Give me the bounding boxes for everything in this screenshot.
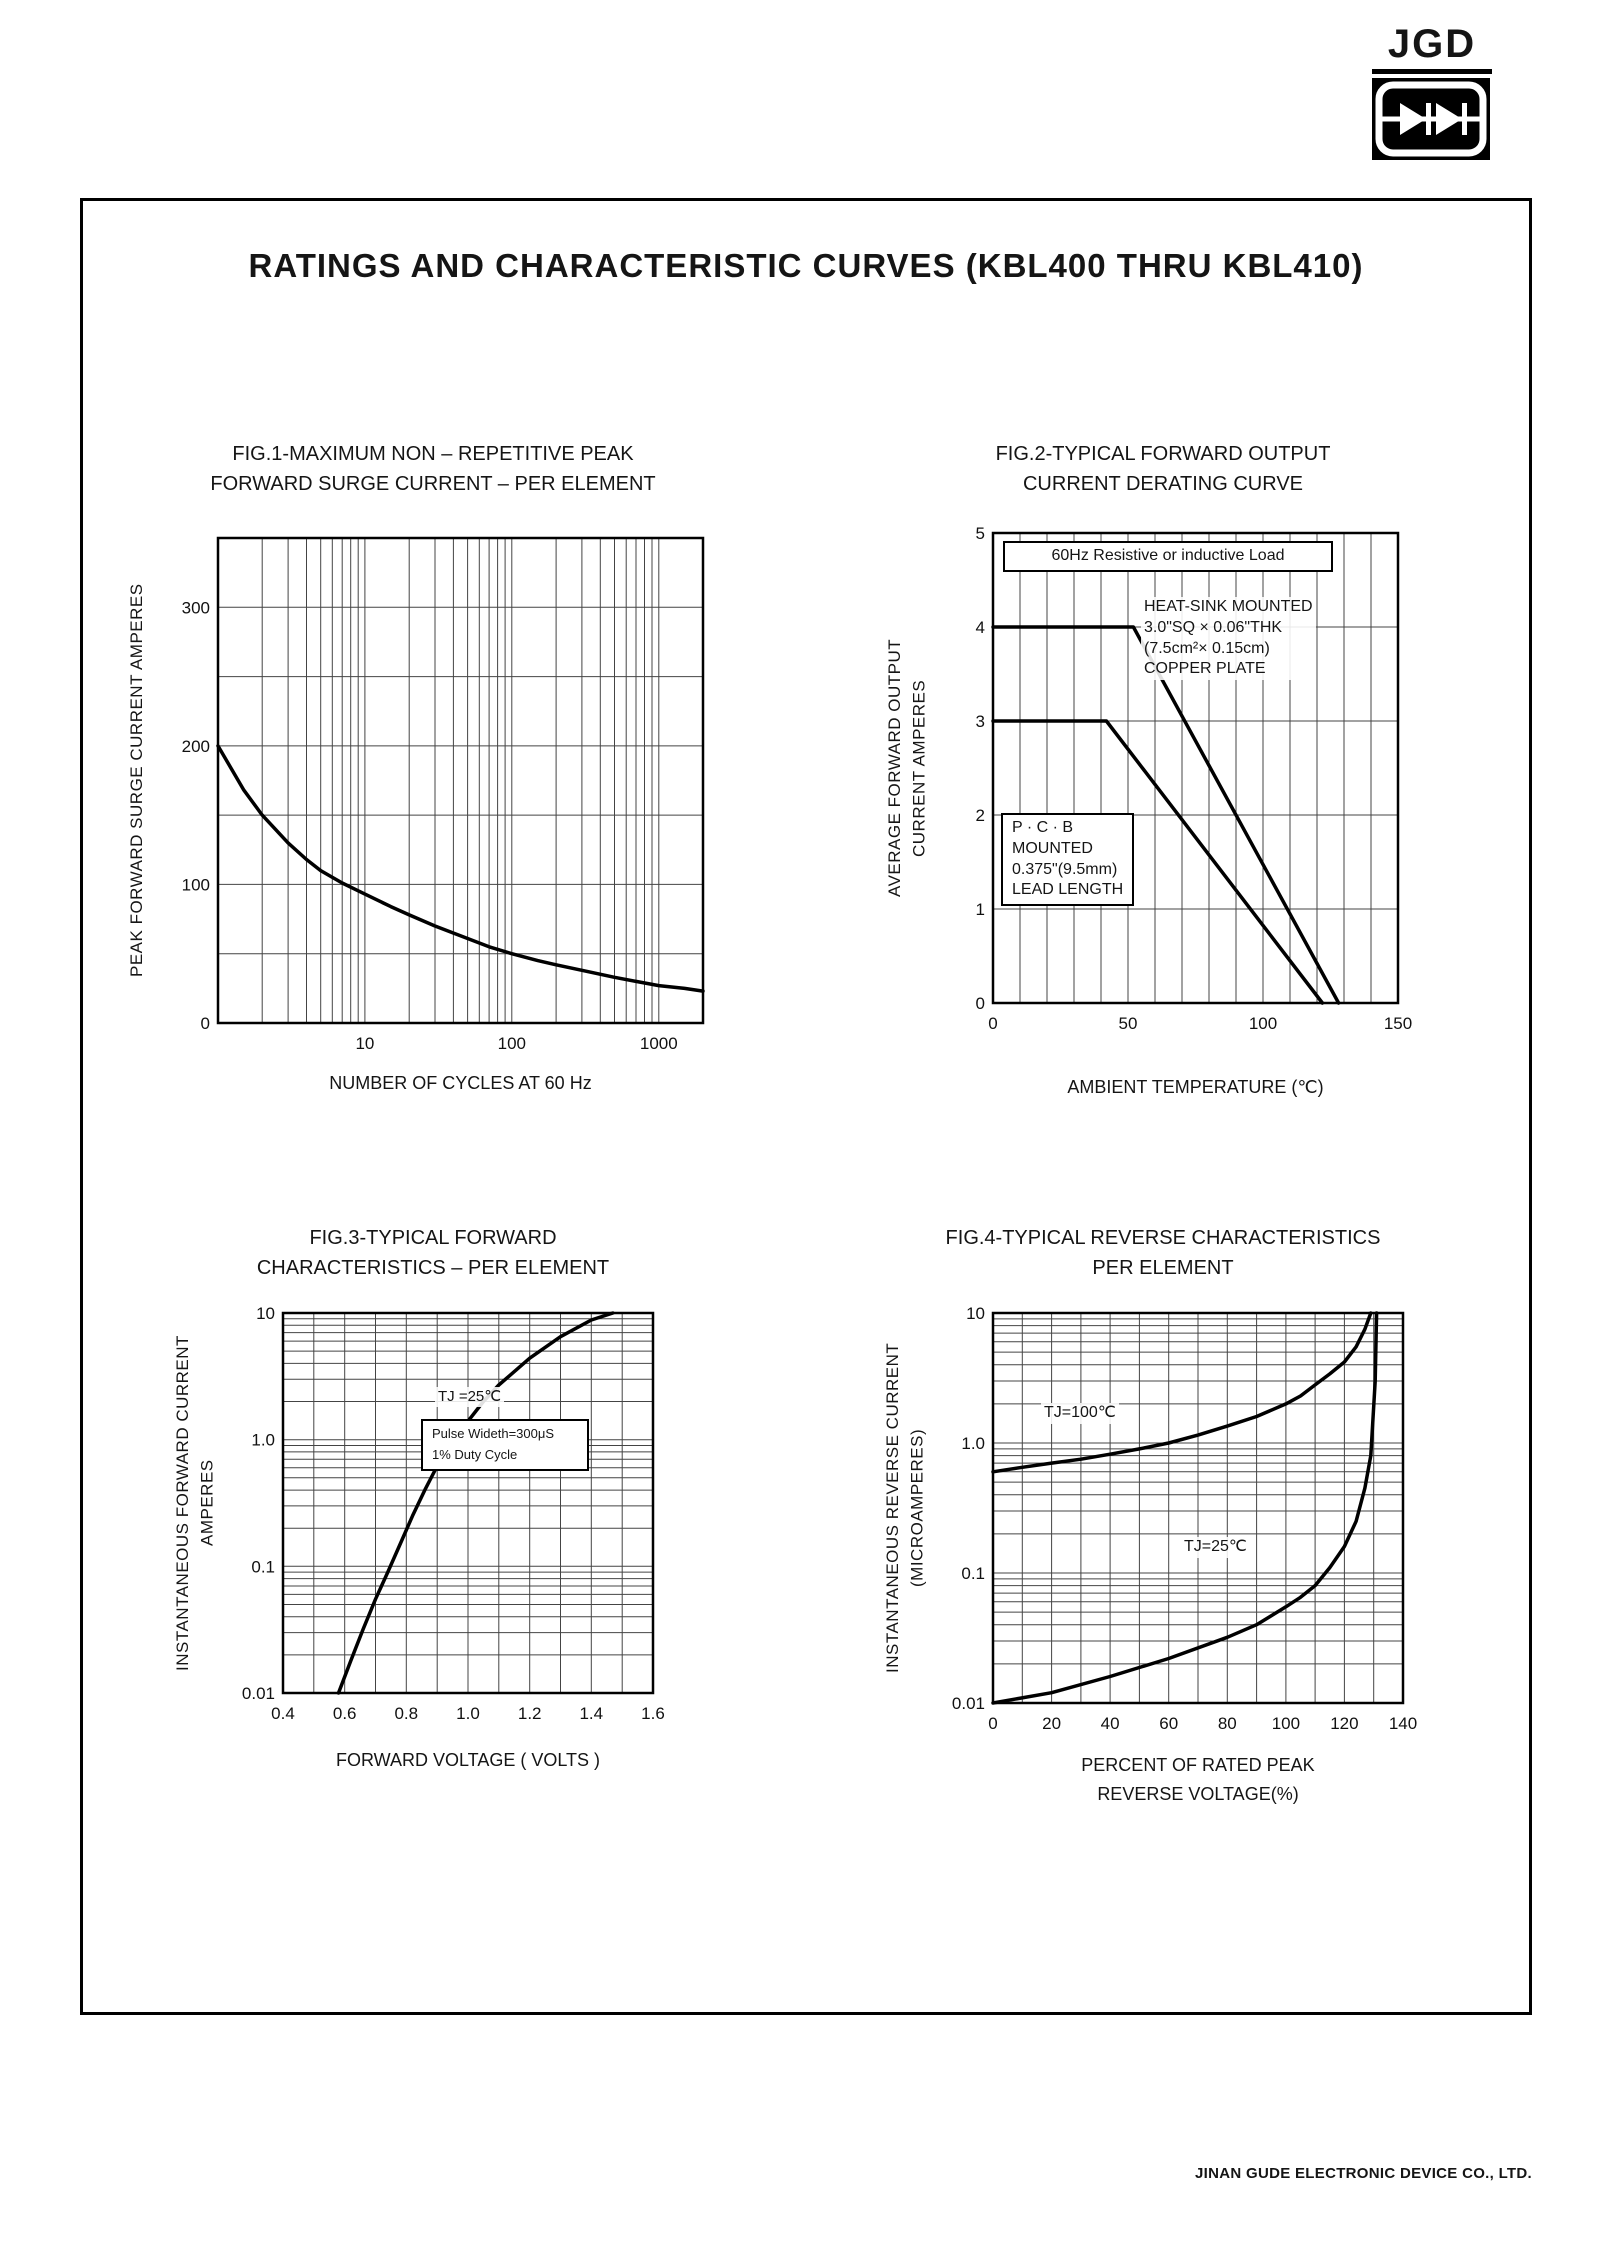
svg-text:100: 100 <box>498 1034 526 1053</box>
svg-text:3: 3 <box>976 712 985 731</box>
fig4-title-line1: FIG.4-TYPICAL REVERSE CHARACTERISTICS <box>945 1227 1381 1249</box>
svg-text:4: 4 <box>976 618 985 637</box>
fig2-y-axis-label: AVERAGE FORWARD OUTPUT CURRENT AMPERES <box>885 638 929 898</box>
fig4-x-axis-label: PERCENT OF RATED PEAK REVERSE VOLTAGE(%) <box>1081 1755 1315 1804</box>
fig3-tj-note: TJ =25℃ <box>435 1387 505 1407</box>
svg-text:5: 5 <box>976 524 985 543</box>
svg-text:50: 50 <box>1119 1014 1138 1033</box>
fig1-y-axis-label: PEAK FORWARD SURGE CURRENT AMPERES <box>127 583 146 978</box>
svg-text:20: 20 <box>1042 1714 1061 1733</box>
footer-company: JINAN GUDE ELECTRONIC DEVICE CO., LTD. <box>1195 2165 1532 2182</box>
fig4-tj25-label: TJ=25℃ <box>1181 1537 1250 1558</box>
svg-text:10: 10 <box>256 1304 275 1323</box>
fig4-plot: 0 20 40 60 80 100 120 140 0.01 0.1 1.0 10 <box>952 1304 1417 1733</box>
svg-text:1.0: 1.0 <box>961 1434 985 1453</box>
fig3-x-axis-label: FORWARD VOLTAGE ( VOLTS ) <box>335 1750 601 1770</box>
svg-text:150: 150 <box>1384 1014 1412 1033</box>
fig1-x-axis-label: NUMBER OF CYCLES AT 60 Hz <box>329 1073 592 1093</box>
svg-text:300: 300 <box>182 598 210 617</box>
fig1-title-line1: FIG.1-MAXIMUM NON – REPETITIVE PEAK <box>232 443 634 465</box>
svg-text:0.6: 0.6 <box>333 1704 357 1723</box>
jgd-logo: JGD <box>1372 22 1492 160</box>
svg-text:1.2: 1.2 <box>518 1704 542 1723</box>
svg-text:1.4: 1.4 <box>579 1704 603 1723</box>
jgd-logo-text: JGD <box>1372 22 1492 74</box>
fig3-plot: 0.4 0.6 0.8 1.0 1.2 1.4 1.6 0.01 0.1 1.0 10 <box>242 1304 665 1723</box>
fig3-pulse-note: Pulse Wideth=300μS 1% Duty Cycle <box>421 1419 589 1471</box>
svg-text:10: 10 <box>355 1034 374 1053</box>
svg-text:0: 0 <box>976 994 985 1013</box>
fig4-y-axis-label: INSTANTANEOUS REVERSE CURRENT (MICROAMPE… <box>883 1342 927 1674</box>
page-title: RATINGS AND CHARACTERISTIC CURVES (KBL40… <box>248 247 1364 284</box>
bridge-rectifier-icon <box>1372 78 1490 160</box>
svg-text:1000: 1000 <box>640 1034 678 1053</box>
fig1-plot: 10 100 1000 0 100 200 300 <box>182 536 705 1053</box>
svg-text:0.01: 0.01 <box>242 1684 275 1703</box>
fig3-title-line2: CHARACTERISTICS – PER ELEMENT <box>256 1257 610 1279</box>
fig3-title: FIG.3-TYPICAL FORWARD CHARACTERISTICS – … <box>143 1223 723 1283</box>
svg-text:0.01: 0.01 <box>952 1694 985 1713</box>
svg-text:0.4: 0.4 <box>271 1704 295 1723</box>
svg-text:1: 1 <box>976 900 985 919</box>
fig2-x-axis-label: AMBIENT TEMPERATURE (℃) <box>1067 1077 1324 1097</box>
svg-text:100: 100 <box>1249 1014 1277 1033</box>
svg-text:140: 140 <box>1389 1714 1417 1733</box>
svg-text:0.8: 0.8 <box>394 1704 418 1723</box>
fig1-title-line2: FORWARD SURGE CURRENT – PER ELEMENT <box>210 473 656 495</box>
fig2-title-line2: CURRENT DERATING CURVE <box>1022 473 1304 495</box>
fig4-tj100-label: TJ=100℃ <box>1041 1403 1119 1424</box>
fig2-load-note: 60Hz Resistive or inductive Load <box>1003 541 1333 572</box>
svg-text:60: 60 <box>1159 1714 1178 1733</box>
svg-text:10: 10 <box>966 1304 985 1323</box>
svg-text:100: 100 <box>182 875 210 894</box>
svg-text:0: 0 <box>988 1714 997 1733</box>
svg-text:80: 80 <box>1218 1714 1237 1733</box>
fig4-title: FIG.4-TYPICAL REVERSE CHARACTERISTICS PE… <box>853 1223 1473 1283</box>
svg-text:100: 100 <box>1272 1714 1300 1733</box>
fig2-title: FIG.2-TYPICAL FORWARD OUTPUT CURRENT DER… <box>853 439 1473 499</box>
svg-text:0.1: 0.1 <box>251 1557 275 1576</box>
svg-text:1.0: 1.0 <box>251 1431 275 1450</box>
svg-text:40: 40 <box>1101 1714 1120 1733</box>
svg-text:2: 2 <box>976 806 985 825</box>
svg-text:0.1: 0.1 <box>961 1564 985 1583</box>
fig2-heatsink-note: HEAT-SINK MOUNTED 3.0"SQ × 0.06"THK (7.5… <box>1141 597 1316 681</box>
fig3-y-axis-label: INSTANTANEOUS FORWARD CURRENT AMPERES <box>173 1335 217 1671</box>
svg-text:0: 0 <box>201 1014 210 1033</box>
fig2-pcb-note: P · C · B MOUNTED 0.375"(9.5mm) LEAD LEN… <box>1001 813 1135 907</box>
svg-text:0: 0 <box>988 1014 997 1033</box>
sheet-border: RATINGS AND CHARACTERISTIC CURVES (KBL40… <box>80 198 1532 2015</box>
svg-text:1.6: 1.6 <box>641 1704 665 1723</box>
fig3-title-line1: FIG.3-TYPICAL FORWARD <box>309 1227 557 1249</box>
svg-text:1.0: 1.0 <box>456 1704 480 1723</box>
svg-text:120: 120 <box>1330 1714 1358 1733</box>
fig2-title-line1: FIG.2-TYPICAL FORWARD OUTPUT <box>995 443 1331 465</box>
svg-text:200: 200 <box>182 737 210 756</box>
fig4-title-line2: PER ELEMENT <box>1092 1257 1234 1279</box>
fig1-title: FIG.1-MAXIMUM NON – REPETITIVE PEAK FORW… <box>143 439 723 499</box>
